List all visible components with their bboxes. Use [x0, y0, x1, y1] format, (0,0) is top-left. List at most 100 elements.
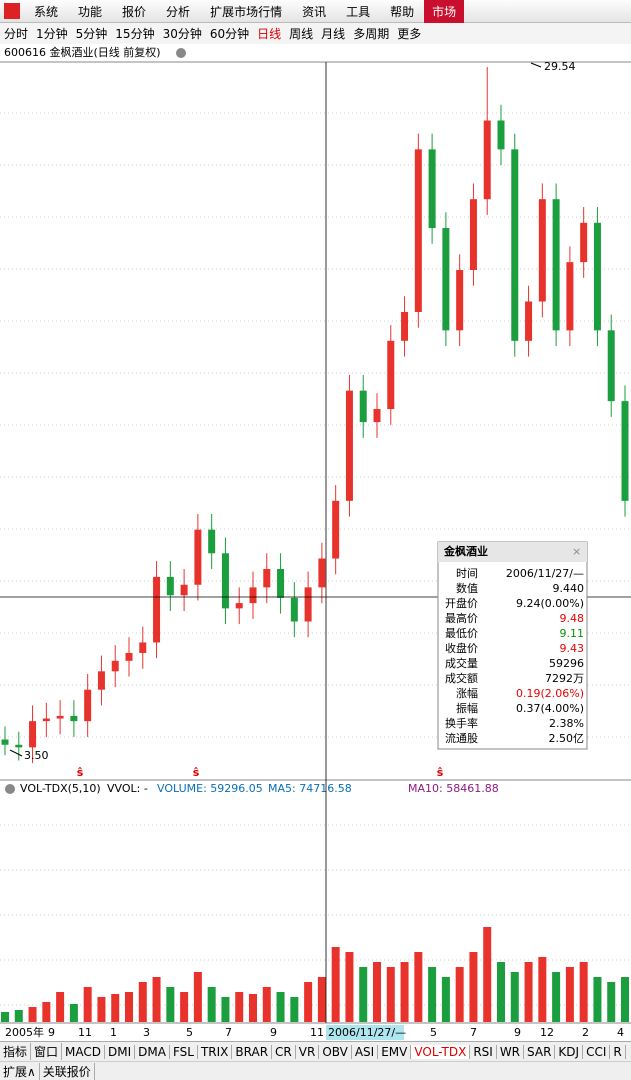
candle-body: [221, 553, 229, 609]
candle-body: [442, 228, 450, 331]
menu-item[interactable]: 资讯: [302, 4, 327, 19]
candle-body: [401, 311, 409, 341]
volume-bar: [373, 962, 381, 1022]
volume-bar: [414, 952, 423, 1022]
candle-body: [566, 262, 574, 331]
period-item[interactable]: 5分钟: [75, 27, 108, 41]
popup-label: 最高价: [445, 611, 478, 625]
candle-body: [208, 529, 216, 554]
indicator-tab[interactable]: OBV: [319, 1044, 352, 1059]
crosshair-date-bg: [326, 1025, 404, 1040]
popup-value: 9.440: [553, 582, 585, 595]
indicator-tab[interactable]: MACD: [62, 1044, 106, 1059]
period-item[interactable]: 周线: [289, 27, 314, 41]
popup-value: 9.43: [560, 642, 585, 655]
candle-body: [552, 199, 560, 331]
collapse-icon: [5, 784, 15, 794]
menu-item[interactable]: 系统: [34, 4, 59, 19]
x-label: 1: [110, 1026, 117, 1039]
volume-bar: [400, 962, 409, 1022]
volume-bar: [304, 982, 313, 1022]
volume-bar: [1, 1012, 9, 1022]
volume-bar: [497, 962, 505, 1022]
candle-body: [249, 587, 257, 604]
candle-body: [139, 642, 147, 653]
period-item[interactable]: 分时: [4, 27, 29, 41]
volume-bar: [359, 967, 368, 1022]
menu-item[interactable]: 扩展市场行情: [210, 4, 283, 19]
volume-bar: [441, 977, 450, 1022]
volume-bar: [262, 987, 271, 1022]
candle-body: [263, 569, 271, 588]
indicator-tab[interactable]: WR: [497, 1044, 525, 1059]
x-label: 11: [78, 1026, 92, 1039]
volume-bar: [510, 972, 519, 1022]
indicator-tab[interactable]: CCI: [583, 1044, 611, 1059]
period-item[interactable]: 月线: [321, 27, 346, 41]
volume-bar: [111, 994, 120, 1022]
event-marker: ŝ: [193, 766, 200, 779]
volume-bar: [56, 992, 65, 1022]
volume-bar: [221, 997, 230, 1022]
indicator-tab[interactable]: RSI: [470, 1044, 497, 1059]
chart-title: 600616 金枫酒业(日线 前复权): [4, 45, 161, 59]
period-item[interactable]: 15分钟: [115, 27, 155, 41]
menu-item[interactable]: 功能: [78, 4, 103, 19]
indicator-tab[interactable]: VOL-TDX: [411, 1044, 471, 1059]
period-item[interactable]: 更多: [397, 27, 422, 41]
indicator-tab[interactable]: TRIX: [198, 1044, 233, 1059]
indicator-tab[interactable]: SAR: [524, 1044, 556, 1059]
indicator-tab[interactable]: CR: [272, 1044, 296, 1059]
indicator-tab[interactable]: R: [610, 1044, 626, 1059]
menu-bar: 系统 功能 报价 分析 扩展市场行情 资讯 工具 帮助 市场: [0, 0, 631, 23]
volume-bar: [386, 967, 395, 1022]
candle-body: [525, 301, 533, 341]
indicator-tab[interactable]: 窗口: [31, 1043, 63, 1060]
candle-body: [469, 199, 477, 271]
menu-item[interactable]: 报价: [122, 4, 147, 19]
volume-bar: [607, 982, 616, 1022]
popup-value: 2006/11/27/—: [506, 567, 584, 580]
candle-body: [607, 330, 615, 402]
period-item[interactable]: 30分钟: [162, 27, 202, 41]
indicator-tab[interactable]: DMA: [135, 1044, 170, 1059]
event-marker: ŝ: [437, 766, 444, 779]
indicator-tab[interactable]: DMI: [105, 1044, 136, 1059]
volume-bar: [180, 992, 189, 1022]
indicator-tab[interactable]: VR: [296, 1044, 320, 1059]
menu-active[interactable]: 市场: [424, 0, 465, 23]
candle-body: [84, 689, 92, 722]
vvol: VVOL: -: [107, 782, 148, 795]
popup-label: 成交量: [445, 656, 478, 670]
volume-bar: [565, 967, 574, 1022]
indicator-tab[interactable]: 指标: [0, 1043, 32, 1060]
menu-item[interactable]: 工具: [346, 4, 371, 19]
footer-tab[interactable]: 关联报价: [40, 1063, 95, 1080]
indicator-tab[interactable]: EMV: [378, 1044, 412, 1059]
period-item[interactable]: 1分钟: [36, 27, 68, 41]
period-item[interactable]: 60分钟: [209, 27, 250, 41]
menu-item[interactable]: 帮助: [390, 4, 415, 19]
period-item[interactable]: 日线: [257, 27, 282, 41]
indicator-tab[interactable]: ASI: [352, 1044, 379, 1059]
indicator-tab[interactable]: BRAR: [232, 1044, 273, 1059]
indicator-tabs: 指标 窗口 MACD DMI DMA FSL TRIX BRAR CR VR OBV ASI EMV VO…: [0, 1041, 631, 1061]
popup-title: 金枫酒业: [443, 544, 488, 558]
indicator-tab[interactable]: KDJ: [555, 1044, 584, 1059]
indicator-tab[interactable]: FSL: [170, 1044, 198, 1059]
candle-body: [42, 718, 50, 722]
volume-bar: [138, 982, 147, 1022]
volume-bar: [593, 977, 602, 1022]
volume-bar: [552, 972, 561, 1022]
candle-body: [373, 409, 381, 423]
candle-body: [290, 597, 298, 622]
popup-value: 9.11: [560, 627, 585, 640]
period-item[interactable]: 多周期: [353, 27, 390, 41]
low-label: 3.50: [24, 749, 49, 762]
footer-bar: 扩展∧ 关联报价: [0, 1061, 631, 1080]
candle-body: [345, 390, 353, 501]
footer-tab[interactable]: 扩展∧: [0, 1063, 40, 1080]
x-label: 9: [48, 1026, 55, 1039]
menu-item[interactable]: 分析: [166, 4, 191, 19]
